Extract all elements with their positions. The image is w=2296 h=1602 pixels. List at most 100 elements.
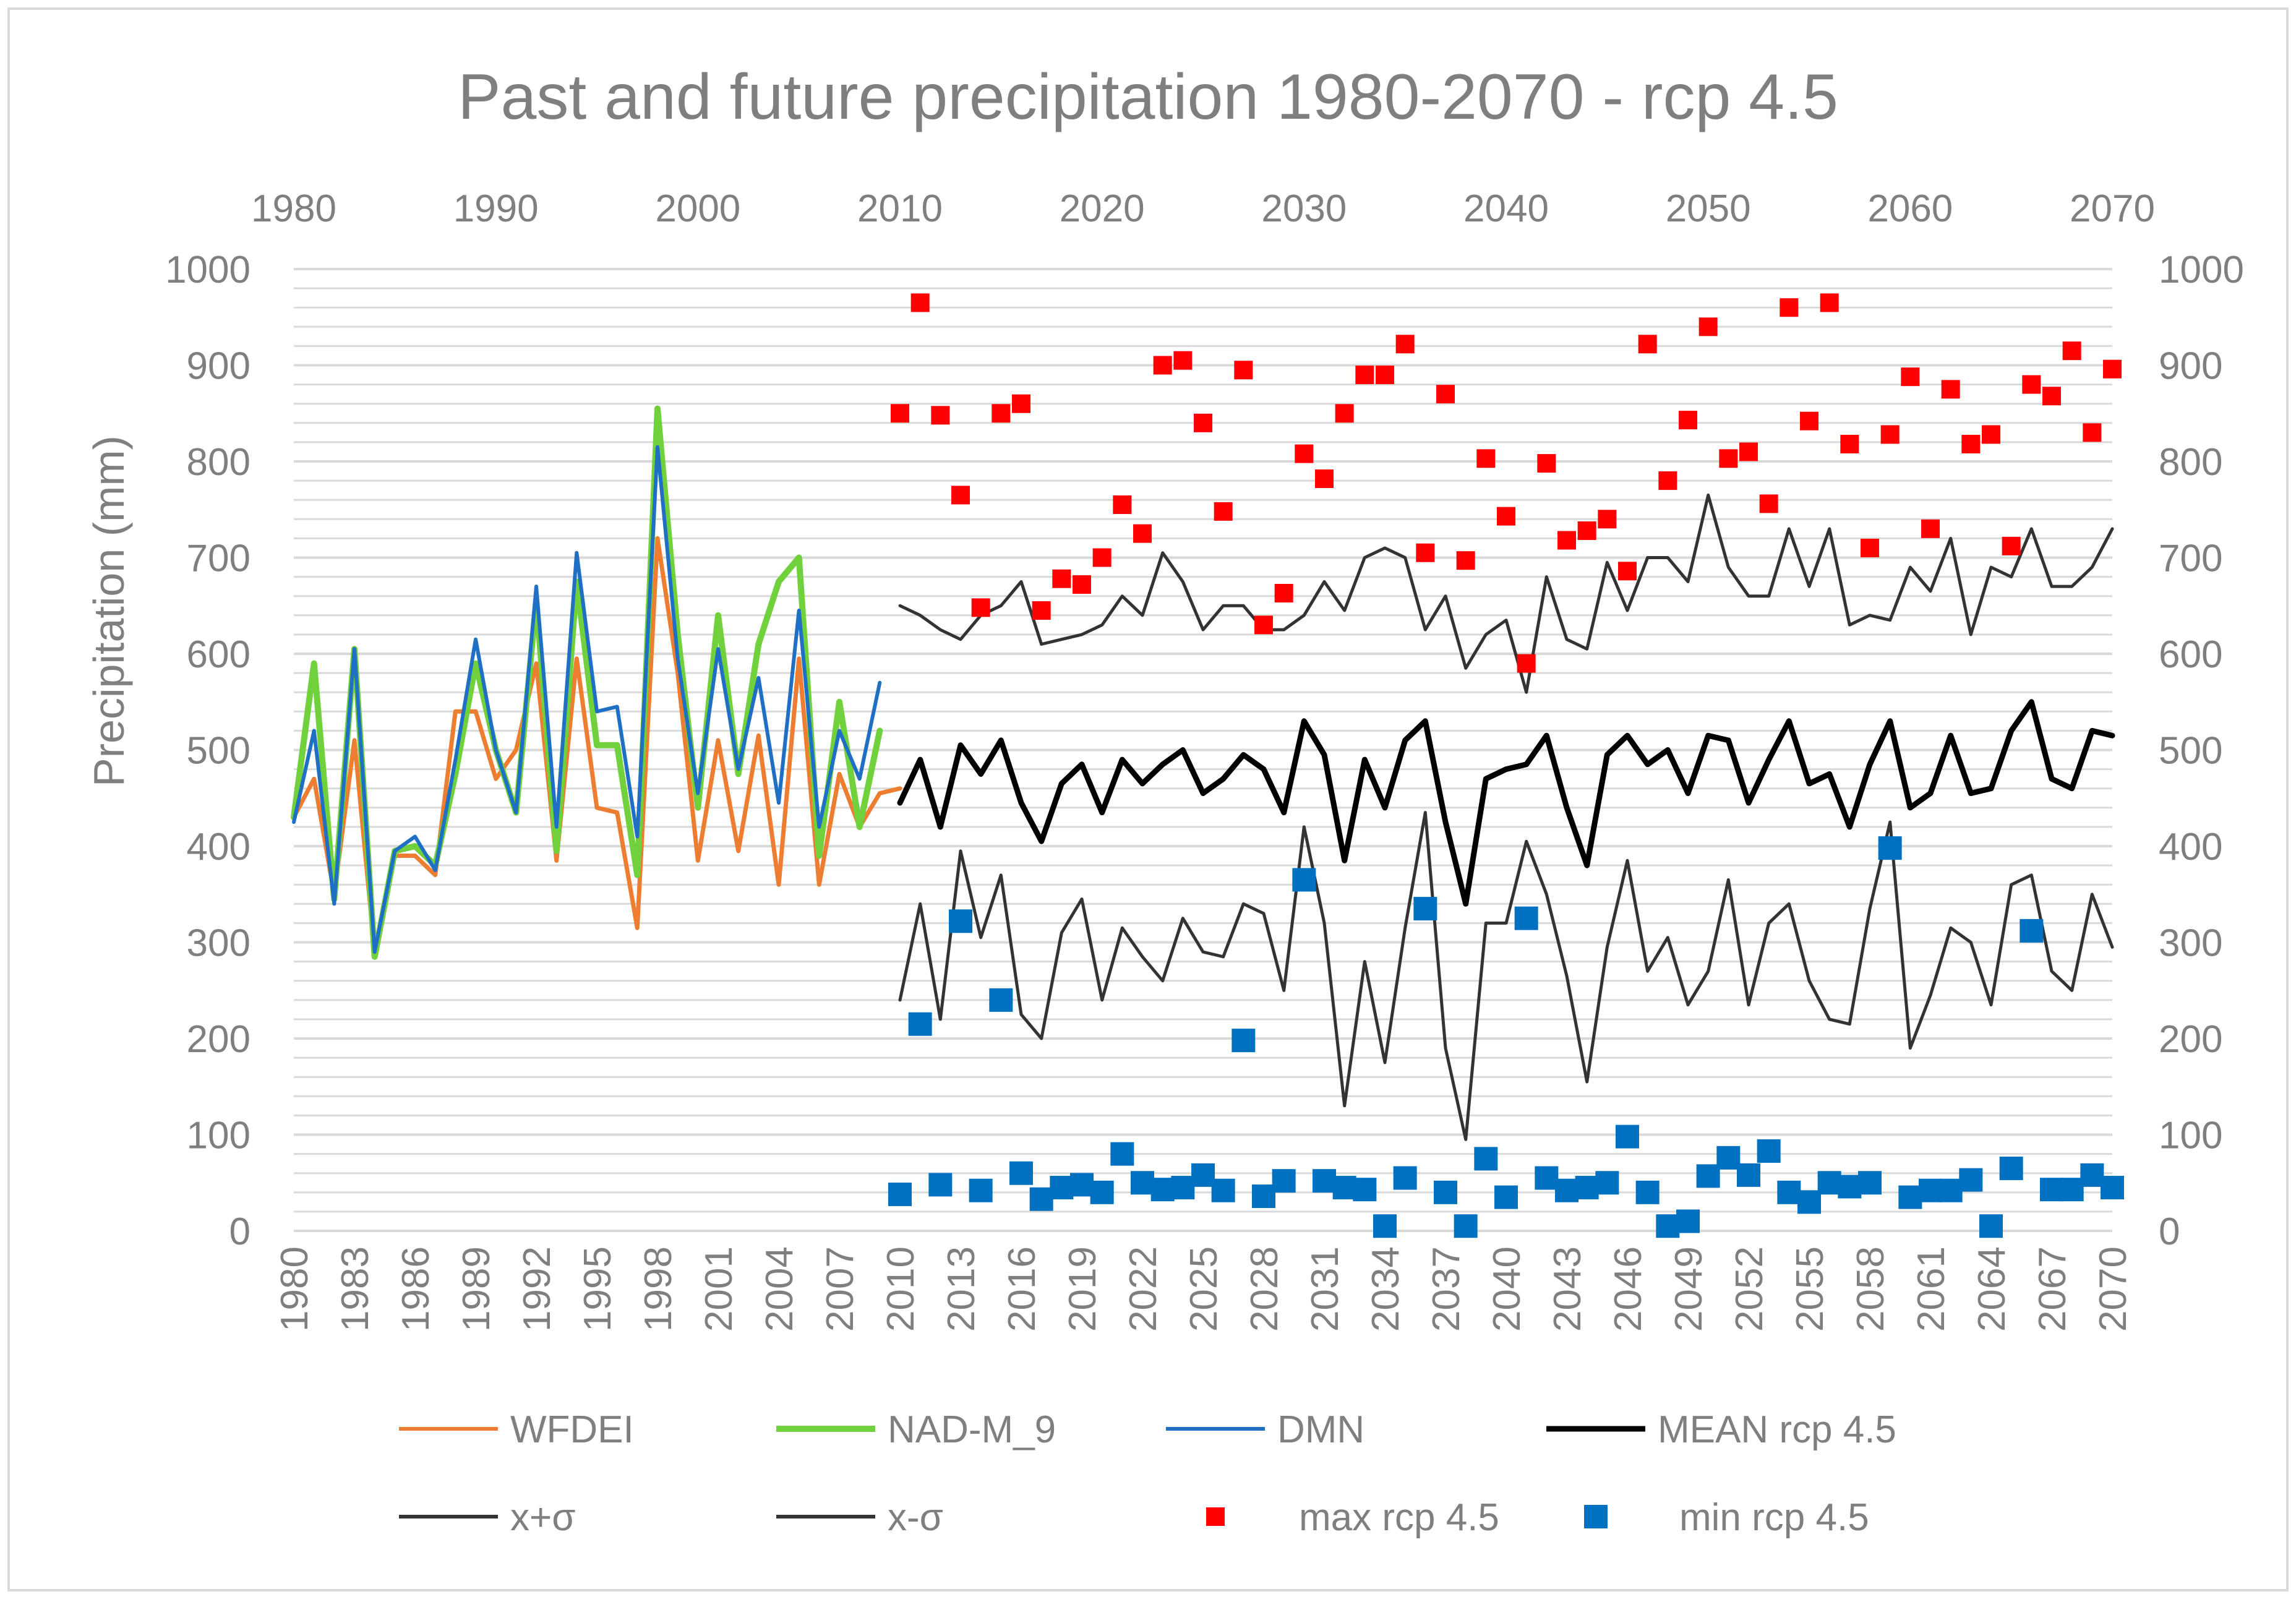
min-rcp45-point (1514, 906, 1538, 930)
legend-label-wfdei: WFDEI (510, 1408, 634, 1451)
max-rcp45-point (1073, 575, 1091, 594)
min-rcp45-point (1817, 1171, 1841, 1195)
legend: WFDEI NAD-M_9 DMN MEAN rcp 4.5 x+σ x-σ max rcp… (399, 1408, 1896, 1539)
min-rcp45-point (1656, 1214, 1680, 1238)
min-rcp45-point (1191, 1163, 1215, 1187)
max-rcp45-point (1921, 519, 1940, 538)
max-rcp45-point (1961, 435, 1981, 454)
top-x-tick-label: 1990 (453, 187, 539, 230)
min-rcp45-point (1676, 1209, 1700, 1233)
min-rcp45-point (1838, 1175, 1862, 1199)
bottom-x-tick-label: 2028 (1243, 1246, 1286, 1332)
min-rcp45-point (1454, 1214, 1478, 1238)
min-rcp45-point (1979, 1214, 2003, 1238)
axes-layer: 0 0 100 100 200 200 300 300 400 400 500 500 600 600 70… (165, 187, 2244, 1332)
bottom-x-tick-label: 2010 (880, 1246, 922, 1332)
max-rcp45-point (1598, 510, 1617, 529)
max-rcp45-point (1618, 562, 1637, 581)
min-rcp45-point (1474, 1147, 1498, 1171)
max-rcp45-point (1820, 293, 1839, 312)
min-rcp45-point (1171, 1176, 1195, 1200)
max-rcp45-point (1941, 380, 1960, 399)
y-axis-label: Precipitation (mm) (85, 435, 133, 787)
max-rcp45-point (1658, 471, 1677, 490)
max-rcp45-point (1719, 449, 1738, 468)
bottom-x-tick-label: 2055 (1789, 1246, 1831, 1332)
top-x-tick-label: 2070 (2070, 187, 2155, 230)
bottom-x-tick-label: 2001 (698, 1246, 740, 1332)
series-dmn (292, 445, 882, 954)
legend-label-max: max rcp 4.5 (1299, 1496, 1499, 1539)
max-rcp45-point (1780, 298, 1799, 317)
min-rcp45-point (1757, 1139, 1781, 1163)
min-rcp45-point (1858, 1171, 1882, 1195)
min-rcp45-point (1938, 1178, 1963, 1202)
min-rcp45-point (1616, 1124, 1639, 1149)
y-tick-label-right: 500 (2159, 730, 2222, 773)
y-tick-label-left: 200 (187, 1018, 251, 1061)
bottom-x-tick-label: 2061 (1910, 1246, 1953, 1332)
max-rcp45-point (951, 486, 970, 505)
max-rcp45-point (1739, 442, 1758, 461)
bottom-x-tick-label: 1998 (637, 1246, 680, 1332)
max-rcp45-point (1315, 469, 1334, 488)
min-rcp45-point (908, 1012, 932, 1036)
max-rcp45-point (1840, 435, 1859, 454)
min-rcp45-point (2040, 1178, 2063, 1202)
min-rcp45-point (1110, 1142, 1134, 1166)
max-rcp45-point (1113, 495, 1132, 514)
y-tick-label-right: 600 (2159, 633, 2222, 676)
bottom-x-tick-label: 2037 (1425, 1246, 1468, 1332)
bottom-x-tick-label: 1992 (516, 1246, 559, 1332)
max-rcp45-point (1901, 367, 1920, 387)
max-rcp45-point (1416, 543, 1435, 562)
max-rcp45-point (1133, 524, 1152, 543)
bottom-x-tick-label: 2025 (1183, 1246, 1225, 1332)
y-tick-label-left: 1000 (165, 249, 251, 291)
y-tick-label-right: 0 (2159, 1210, 2180, 1253)
max-rcp45-point (1456, 551, 1475, 570)
min-rcp45-point (1555, 1178, 1578, 1202)
max-rcp45-point (1476, 449, 1496, 468)
legend-label-nad: NAD-M_9 (888, 1408, 1056, 1451)
y-tick-label-right: 100 (2159, 1115, 2222, 1157)
max-rcp45-point (1497, 507, 1515, 526)
min-rcp45-point (989, 988, 1013, 1012)
min-rcp45-point (1211, 1178, 1235, 1202)
bottom-x-tick-label: 2070 (2092, 1246, 2135, 1332)
y-tick-label-left: 900 (187, 345, 251, 388)
max-rcp45-point (1032, 601, 1051, 620)
y-tick-label-right: 200 (2159, 1018, 2222, 1061)
min-rcp45-point (2080, 1163, 2104, 1187)
bottom-x-tick-label: 2058 (1849, 1246, 1892, 1332)
min-rcp45-point (1434, 1180, 1457, 1204)
min-rcp45-point (1716, 1146, 1741, 1170)
top-x-tick-label: 2010 (857, 187, 943, 230)
max-rcp45-point (1194, 413, 1212, 432)
legend-label-min: min rcp 4.5 (1679, 1496, 1869, 1539)
bottom-x-tick-label: 2064 (1971, 1246, 2013, 1332)
bottom-x-tick-label: 2004 (758, 1246, 801, 1332)
bottom-x-tick-label: 2046 (1607, 1246, 1650, 1332)
max-rcp45-point (2062, 341, 2081, 361)
min-rcp45-point (1393, 1166, 1417, 1190)
bottom-x-tick-label: 2067 (2031, 1246, 2074, 1332)
max-rcp45-point (931, 406, 950, 425)
bottom-x-tick-label: 2043 (1546, 1246, 1589, 1332)
y-tick-label-right: 300 (2159, 922, 2222, 965)
bottom-x-tick-label: 1983 (334, 1246, 377, 1332)
max-rcp45-point (1355, 366, 1374, 385)
top-x-tick-label: 2060 (1867, 187, 1953, 230)
bottom-x-tick-label: 2022 (1122, 1246, 1165, 1332)
y-tick-label-left: 600 (187, 633, 251, 676)
chart-border (7, 7, 2289, 1591)
top-x-tick-label: 2030 (1261, 187, 1347, 230)
min-rcp45-point (928, 1173, 953, 1197)
min-rcp45-point (1999, 1156, 2023, 1180)
min-rcp45-point (2020, 919, 2044, 943)
min-rcp45-point (1050, 1176, 1074, 1200)
y-tick-label-right: 1000 (2159, 249, 2244, 291)
bottom-x-tick-label: 2013 (940, 1246, 983, 1332)
top-x-tick-label: 2050 (1666, 187, 1751, 230)
top-x-tick-label: 2000 (655, 187, 740, 230)
